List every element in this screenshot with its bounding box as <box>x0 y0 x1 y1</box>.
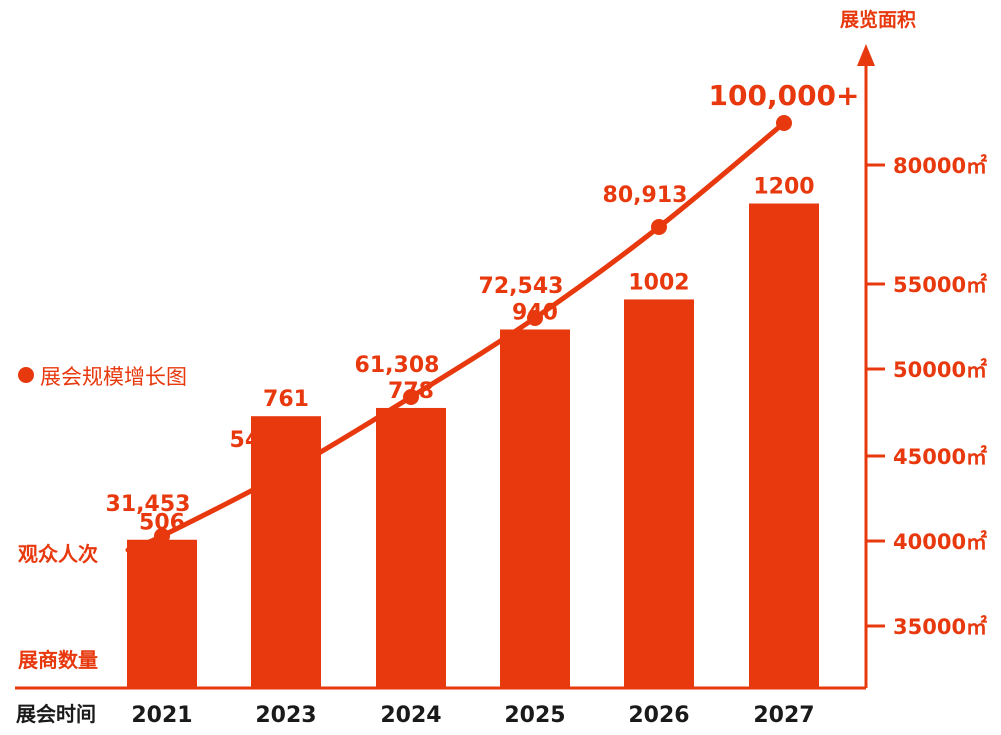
x-tick-label: 2024 <box>380 703 441 728</box>
line-point <box>278 464 294 480</box>
bar-value-label: 1002 <box>628 270 689 295</box>
y-axis-right-title: 展览面积 <box>840 8 916 31</box>
x-tick-label: 2026 <box>628 703 689 728</box>
line-point <box>776 115 792 131</box>
x-tick-label: 2021 <box>131 703 192 728</box>
legend-label: 展会规模增长图 <box>40 365 187 389</box>
line-value-label: 72,543 <box>479 274 564 299</box>
line-value-label: 31,453 <box>106 492 191 517</box>
bar <box>624 299 694 688</box>
y-tick-label: 45000㎡ <box>893 445 987 469</box>
line-series-label: 观众人次 <box>18 542 98 566</box>
y-axis-arrow <box>857 44 875 66</box>
y-tick-label: 35000㎡ <box>893 615 987 639</box>
legend-dot <box>18 367 34 383</box>
line-point <box>651 219 667 235</box>
line-value-label: 54,506 <box>230 428 315 453</box>
x-axis-title: 展会时间 <box>16 702 96 726</box>
y-tick-label: 80000㎡ <box>893 154 987 178</box>
bar <box>376 407 446 688</box>
x-tick-label: 2023 <box>255 703 316 728</box>
line-value-label: 61,308 <box>355 353 440 378</box>
y-tick-label: 55000㎡ <box>893 273 987 297</box>
bar <box>127 539 197 688</box>
line-value-label: 100,000+ <box>709 79 860 112</box>
y-tick-label: 50000㎡ <box>893 358 987 382</box>
x-tick-label: 2025 <box>504 703 565 728</box>
y-tick-label: 40000㎡ <box>893 530 987 554</box>
bar <box>500 329 570 688</box>
bar <box>749 203 819 688</box>
line-point <box>154 528 170 544</box>
line-point <box>403 389 419 405</box>
bar-value-label: 761 <box>263 387 309 412</box>
line-value-label: 80,913 <box>603 183 688 208</box>
line-point <box>527 310 543 326</box>
bar-value-label: 1200 <box>753 175 814 200</box>
x-tick-label: 2027 <box>753 703 814 728</box>
bar-series-label: 展商数量 <box>18 648 98 672</box>
